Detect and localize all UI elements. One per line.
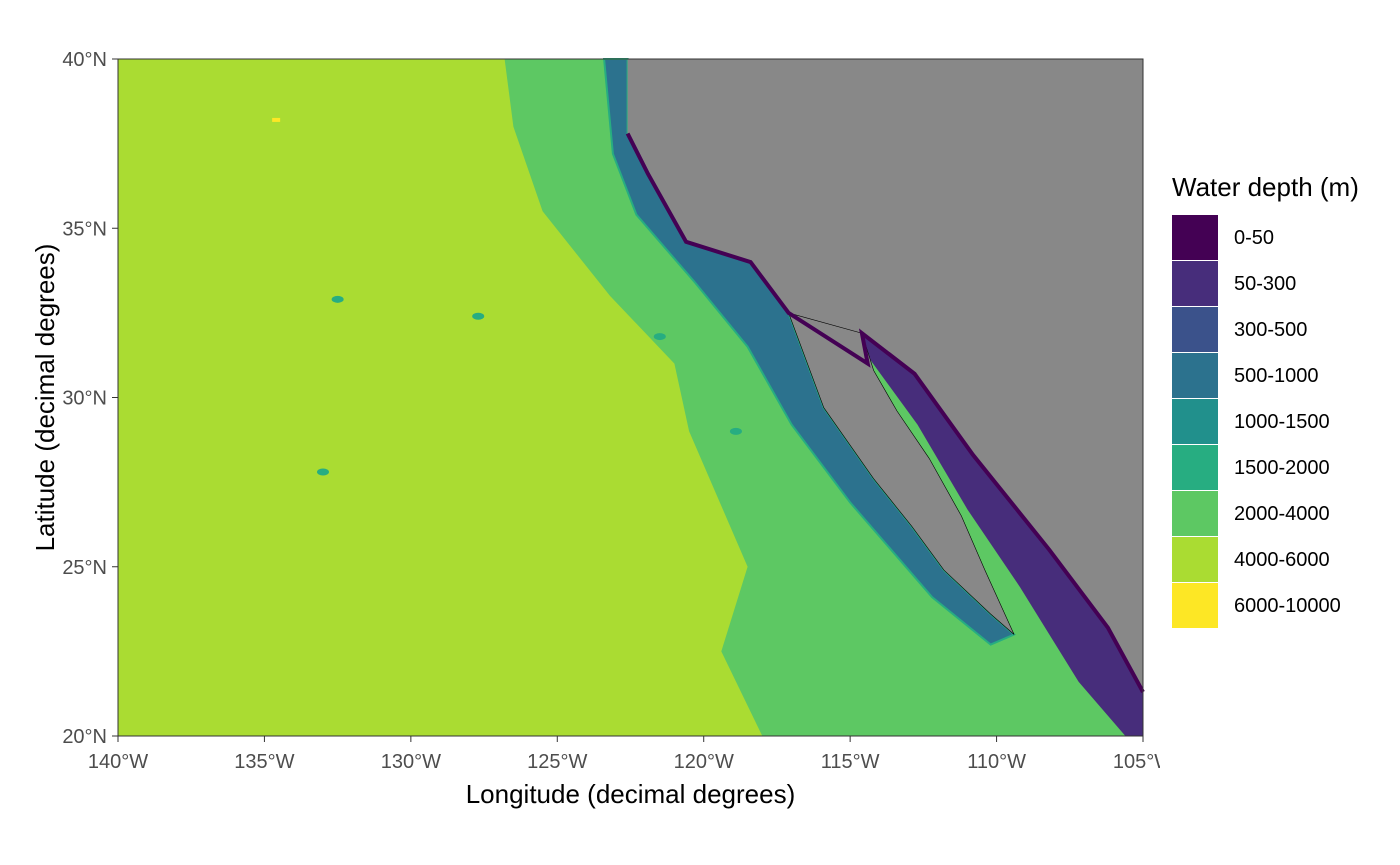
legend-label: 500-1000 xyxy=(1234,364,1319,387)
legend-swatch xyxy=(1172,307,1218,353)
legend-label: 6000-10000 xyxy=(1234,594,1341,617)
x-tick-label: 140°W xyxy=(88,751,148,773)
legend-label: 50-300 xyxy=(1234,272,1297,295)
legend-label: 300-500 xyxy=(1234,318,1308,341)
x-tick-label: 110°W xyxy=(967,751,1026,773)
legend-swatch xyxy=(1172,491,1218,537)
legend-item: 500-1000 xyxy=(1172,353,1359,399)
legend-item: 300-500 xyxy=(1172,307,1359,353)
x-tick-label: 125°W xyxy=(527,751,587,773)
y-tick-label: 25°N xyxy=(62,557,107,579)
legend-label: 1500-2000 xyxy=(1234,456,1330,479)
y-tick-label: 30°N xyxy=(62,388,107,410)
y-tick-label: 40°N xyxy=(62,49,107,71)
baja-peninsula xyxy=(788,312,1015,635)
legend-item: 1500-2000 xyxy=(1172,445,1359,491)
depth-raster xyxy=(118,58,1145,736)
y-tick-label: 35°N xyxy=(62,218,107,240)
x-tick-label: 130°W xyxy=(381,751,441,773)
legend-item: 0-50 xyxy=(1172,215,1359,261)
legend-title: Water depth (m) xyxy=(1172,172,1359,202)
legend-item: 50-300 xyxy=(1172,261,1359,307)
x-tick-label: 105°W xyxy=(1113,751,1160,773)
legend-swatch xyxy=(1172,583,1218,629)
legend-swatch xyxy=(1172,445,1218,491)
legend-item: 6000-10000 xyxy=(1172,583,1359,629)
seamount-patch xyxy=(653,333,666,341)
legend-swatch xyxy=(1172,399,1218,445)
gulf-slope-zone xyxy=(861,333,1143,736)
legend-label: 0-50 xyxy=(1234,226,1275,249)
seamount-patch xyxy=(317,468,329,476)
legend-item: 4000-6000 xyxy=(1172,537,1359,583)
seamount-patch xyxy=(472,312,485,320)
seamount-patch xyxy=(331,295,344,303)
legend-label: 4000-6000 xyxy=(1234,548,1330,571)
y-tick-label: 20°N xyxy=(62,726,107,748)
legend: Water depth (m) 0-50 50-300 300-500 500-100… xyxy=(1172,172,1359,629)
legend-label: 1000-1500 xyxy=(1234,410,1330,433)
mainland xyxy=(627,59,1143,692)
legend-swatch xyxy=(1172,537,1218,583)
y-axis-title: Latitude (decimal degrees) xyxy=(30,244,60,552)
coastal-shelf xyxy=(625,132,1145,693)
depth-region-6000-10000 xyxy=(272,117,281,122)
seamount-patch xyxy=(729,427,742,435)
map-plot: 140°W 135°W 130°W 125°W 120°W 115°W 110°W 105°W… xyxy=(30,49,1160,809)
x-tick-label: 115°W xyxy=(821,751,880,773)
depth-region-4000-6000 xyxy=(118,59,763,736)
x-axis: 140°W 135°W 130°W 125°W 120°W 115°W 110°W 105°W xyxy=(88,736,1160,773)
legend-item: 1000-1500 xyxy=(1172,399,1359,445)
legend-swatch xyxy=(1172,261,1218,307)
legend-swatch xyxy=(1172,215,1218,261)
x-axis-title: Longitude (decimal degrees) xyxy=(466,779,796,809)
legend-label: 2000-4000 xyxy=(1234,502,1330,525)
x-tick-label: 120°W xyxy=(674,751,734,773)
legend-item: 2000-4000 xyxy=(1172,491,1359,537)
y-axis: 20°N 25°N 30°N 35°N 40°N xyxy=(62,49,118,748)
legend-items: 0-50 50-300 300-500 500-1000 1000-1500 1500-2… xyxy=(1172,215,1359,629)
legend-swatch xyxy=(1172,353,1218,399)
x-tick-label: 135°W xyxy=(234,751,294,773)
